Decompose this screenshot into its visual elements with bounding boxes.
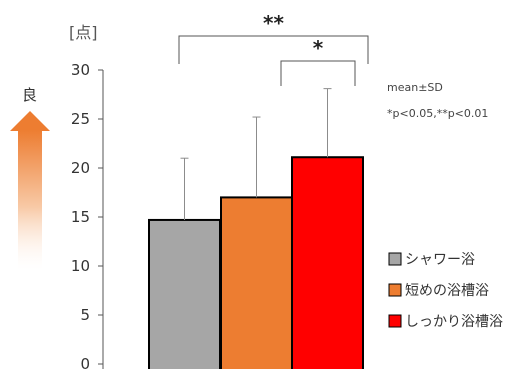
stat-note-pvalues: *p<0.05,**p<0.01 [387,107,488,120]
y-tick-label: 25 [71,110,90,128]
bar-2 [220,196,293,369]
y-unit-label: [点] [69,23,98,42]
y-tick-label: 5 [80,306,90,324]
legend-label-1: シャワー浴 [405,252,475,268]
significance-bracket-1 [178,35,369,64]
significance-brackets: *** [178,11,369,86]
legend-swatch-2 [388,283,402,297]
stat-note-mean-sd: mean±SD [387,81,443,94]
better-direction-label: 良 [22,86,37,104]
significance-bracket-2 [280,60,356,86]
arrow-shaft [18,130,42,270]
bar-1 [148,218,221,369]
significance-label-1: ** [263,11,284,35]
y-tick-label: 0 [80,355,90,369]
y-tick-label: 20 [71,159,90,177]
legend-label-3: しっかり浴槽浴 [405,314,503,330]
bars [148,156,364,369]
legend-swatch-3 [388,314,402,328]
error-bars [180,88,332,220]
bar-3 [291,156,364,369]
y-tick-label: 30 [71,61,90,79]
better-direction-arrow [10,111,50,270]
y-axis: 0 5 10 15 20 25 30 [71,61,104,369]
legend-swatch-1 [388,252,402,266]
y-tick-label: 15 [71,208,90,226]
y-tick-label: 10 [71,257,90,275]
legend-label-2: 短めの浴槽浴 [405,283,489,299]
significance-label-2: * [313,36,324,60]
arrow-head [10,111,50,131]
